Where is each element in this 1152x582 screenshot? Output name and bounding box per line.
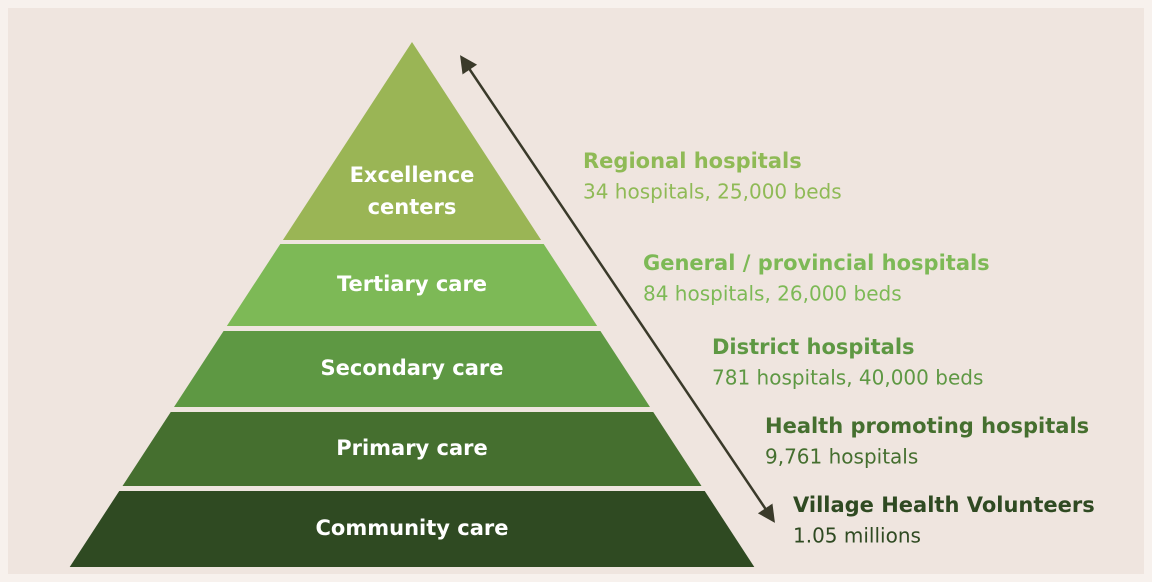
pyramid-tier	[69, 491, 755, 567]
level-detail: 1.05 millions	[793, 524, 921, 548]
tier-label: Community care	[316, 516, 509, 540]
level-name: District hospitals	[712, 335, 915, 359]
pyramid-tier	[174, 331, 650, 407]
level-name: General / provincial hospitals	[643, 251, 990, 275]
level-detail: 34 hospitals, 25,000 beds	[583, 180, 842, 204]
tier-label: Secondary care	[321, 356, 504, 380]
level-detail: 84 hospitals, 26,000 beds	[643, 282, 902, 306]
pyramid-tier	[282, 42, 542, 240]
level-name: Health promoting hospitals	[765, 414, 1089, 438]
tier-label: Tertiary care	[337, 272, 487, 296]
background	[8, 8, 1144, 574]
level-detail: 781 hospitals, 40,000 beds	[712, 366, 983, 390]
tier-label: Excellence	[350, 163, 475, 187]
tier-label: Primary care	[336, 436, 488, 460]
pyramid-tier	[122, 412, 702, 486]
tier-label: centers	[368, 195, 457, 219]
level-name: Village Health Volunteers	[793, 493, 1095, 517]
level-name: Regional hospitals	[583, 149, 802, 173]
arrow	[460, 55, 775, 523]
level-detail: 9,761 hospitals	[765, 445, 918, 469]
pyramid-tier	[226, 244, 598, 326]
